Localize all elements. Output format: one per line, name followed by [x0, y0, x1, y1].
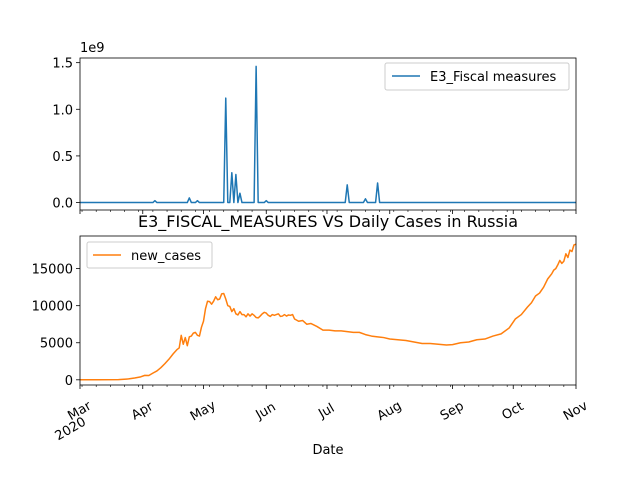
- fiscal-legend-box: [384, 62, 570, 91]
- daily-cases-y-tick-label: 15000: [32, 263, 73, 278]
- fiscal-scale-label: 1e9: [80, 41, 105, 56]
- daily-cases-y-axis: 0 5000 10000 15000: [32, 263, 80, 389]
- daily-cases-plot-frame: [79, 235, 577, 386]
- daily-cases-legend-box: [86, 241, 213, 269]
- fiscal-y-tick-label: 1.5: [52, 57, 73, 72]
- fiscal-y-axis: 0.0 0.5 1.0 1.5: [52, 57, 80, 212]
- daily-cases-y-tick-label: 5000: [40, 337, 73, 352]
- daily-cases-legend-label: new_cases: [131, 249, 201, 264]
- daily-cases-x-tick-label: Jul: [315, 401, 337, 422]
- fiscal-y-tick-label: 1.0: [52, 103, 73, 118]
- fiscal-legend-label: E3_Fiscal measures: [430, 70, 556, 85]
- fiscal-legend: E3_Fiscal measures: [384, 62, 570, 91]
- fiscal-y-tick-label: 0.0: [52, 197, 73, 212]
- fiscal-measures-plot: 0.0 0.5 1.0 1.5 1e9 E3_Fiscal measures: [52, 41, 577, 214]
- daily-cases-y-tick-label: 0: [65, 374, 73, 389]
- daily-cases-title: E3_FISCAL_MEASURES VS Daily Cases in Rus…: [138, 212, 518, 232]
- fiscal-plot-frame: [79, 57, 577, 211]
- fiscal-y-tick-label: 0.5: [52, 150, 73, 165]
- fiscal-measures-series-line: [80, 65, 576, 204]
- daily-cases-x-axis-label: Date: [312, 443, 343, 458]
- daily-cases-legend: new_cases: [86, 241, 213, 269]
- new-cases-series-line: [79, 243, 577, 381]
- daily-cases-y-tick-label: 10000: [32, 300, 73, 315]
